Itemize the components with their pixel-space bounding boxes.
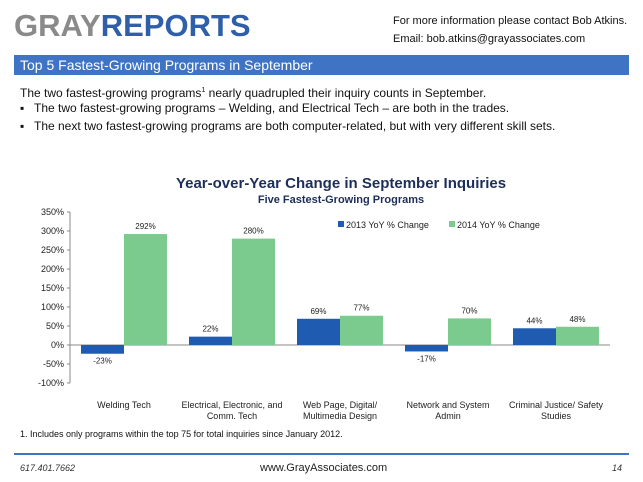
x-category-label: Comm. Tech: [207, 411, 257, 421]
y-tick-label: 100%: [41, 302, 64, 312]
slide-title: Top 5 Fastest-Growing Programs in Septem…: [20, 57, 313, 73]
bullet-text: The next two fastest-growing programs ar…: [34, 119, 556, 133]
contact-line: For more information please contact Bob …: [393, 15, 628, 27]
y-tick-label: 350%: [41, 207, 64, 217]
x-category-label: Criminal Justice/ Safety: [509, 400, 604, 410]
logo-reports-text: REPORTS: [100, 8, 251, 43]
legend-swatch-2014: [449, 221, 455, 227]
logo-gray-text: GRAY: [14, 8, 101, 43]
intro-text: The two fastest-growing programs1 nearly…: [20, 83, 486, 101]
bar-data-label: 70%: [461, 306, 477, 315]
intro-text-main: The two fastest-growing programs: [20, 86, 202, 100]
bar-data-label: 77%: [353, 304, 369, 313]
x-category-label: Web Page, Digital/: [303, 400, 378, 410]
y-tick-label: -100%: [38, 378, 64, 388]
legend-label: 2014 YoY % Change: [457, 220, 540, 230]
contact-info: For more information please contact Bob …: [393, 12, 627, 48]
bar-data-label: -17%: [417, 354, 436, 363]
bullet-marker: ▪: [20, 119, 25, 133]
grayreports-logo: GRAYREPORTS: [14, 8, 251, 44]
footer-phone: 617.401.7662: [20, 463, 76, 473]
bullet-text: The two fastest-growing programs – Weldi…: [34, 101, 510, 115]
page-number: 14: [612, 463, 623, 473]
bar-2013: [189, 336, 232, 345]
y-tick-label: 200%: [41, 264, 64, 274]
bar-data-label: 280%: [243, 227, 263, 236]
y-tick-label: 50%: [46, 321, 64, 331]
slide-title-bar: Top 5 Fastest-Growing Programs in Septem…: [14, 55, 629, 75]
chart-subtitle: Five Fastest-Growing Programs: [258, 194, 424, 206]
bullet-item: ▪ The two fastest-growing programs – Weld…: [20, 101, 509, 116]
bar-2014: [232, 238, 275, 345]
bar-2013: [405, 345, 448, 352]
bar-data-label: 44%: [526, 316, 542, 325]
y-tick-label: 300%: [41, 226, 64, 236]
bar-data-label: 69%: [310, 307, 326, 316]
intro-text-rest: nearly quadrupled their inquiry counts i…: [205, 86, 487, 100]
x-category-label: Multimedia Design: [303, 411, 377, 421]
y-tick-label: 150%: [41, 283, 64, 293]
x-category-label: Welding Tech: [97, 400, 151, 410]
footer-website[interactable]: www.GrayAssociates.com: [260, 462, 388, 474]
y-tick-label: 0%: [51, 340, 64, 350]
x-category-label: Electrical, Electronic, and: [181, 400, 282, 410]
footnote: 1. Includes only programs within the top…: [20, 429, 343, 439]
x-category-label: Studies: [541, 411, 572, 421]
footer-divider: [14, 453, 629, 455]
bar-data-label: 22%: [202, 325, 218, 334]
chart-title: Year-over-Year Change in September Inqui…: [176, 175, 506, 192]
bar-2013: [513, 328, 556, 345]
contact-email: Email: bob.atkins@grayassociates.com: [393, 33, 586, 45]
bar-2013: [297, 318, 340, 345]
bar-2014: [124, 234, 167, 345]
bullet-item: ▪ The next two fastest-growing programs a…: [20, 119, 555, 134]
bar-2013: [81, 345, 124, 354]
bar-data-label: -23%: [93, 357, 112, 366]
legend-label: 2013 YoY % Change: [346, 220, 429, 230]
bullet-marker: ▪: [20, 101, 25, 115]
y-tick-label: -50%: [43, 359, 64, 369]
bar-data-label: 292%: [135, 222, 155, 231]
footnote-marker: 1: [201, 87, 206, 94]
bar-2014: [556, 326, 599, 345]
bar-2014: [340, 315, 383, 345]
y-tick-label: 250%: [41, 245, 64, 255]
bar-data-label: 48%: [569, 315, 585, 324]
legend-swatch-2013: [338, 221, 344, 227]
bar-2014: [448, 318, 491, 345]
x-category-label: Network and System: [406, 400, 489, 410]
x-category-label: Admin: [435, 411, 461, 421]
